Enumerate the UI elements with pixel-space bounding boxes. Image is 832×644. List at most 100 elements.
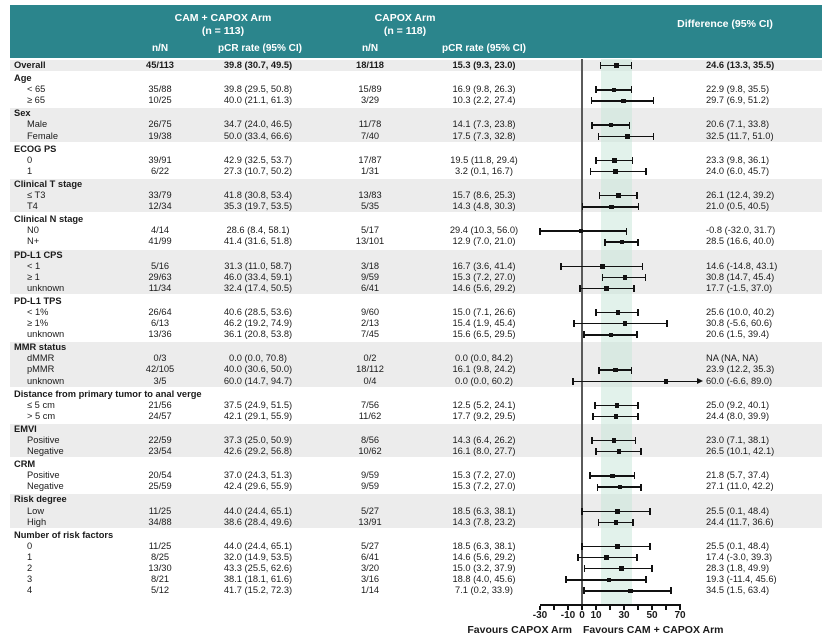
ci-cap-right bbox=[633, 284, 635, 292]
cell-difference: 30.8 (-5.6, 60.6) bbox=[706, 318, 773, 329]
subgroup-row: 3 8/21 38.1 (18.1, 61.6) 3/16 18.8 (4.0, 45.… bbox=[10, 574, 822, 585]
ci-point-marker bbox=[608, 122, 614, 128]
cell-arm2-pcr: 18.5 (6.3, 38.1) bbox=[452, 505, 516, 516]
cell-arm2-pcr: 29.4 (10.3, 56.0) bbox=[449, 225, 519, 236]
ci-cap-right bbox=[636, 554, 638, 562]
cell-arm1-pcr: 46.0 (33.4, 59.1) bbox=[223, 271, 293, 282]
cell-arm1-nN: 8/25 bbox=[150, 551, 170, 562]
subgroup-row: High 34/88 38.6 (28.4, 49.6) 13/91 14.3 (7.8… bbox=[10, 517, 822, 528]
ci-cap-left bbox=[594, 86, 597, 94]
cell-arm2-nN: 3/16 bbox=[360, 574, 380, 585]
cell-arm2-nN: 0/2 bbox=[363, 353, 377, 364]
subgroup-block: Clinical T stage ≤ T3 33/79 41.8 (30.8, 53.… bbox=[10, 178, 822, 213]
subgroup-row: Low 11/25 44.0 (24.4, 65.1) 5/27 18.5 (6.3, … bbox=[10, 506, 822, 517]
cell-arm2-pcr: 0.0 (0.0, 60.2) bbox=[455, 375, 513, 386]
subgroup-row: Positive 20/54 37.0 (24.3, 51.3) 9/59 15.3 (… bbox=[10, 470, 822, 481]
cell-arm2-nN: 15/89 bbox=[358, 84, 382, 95]
arm2-n: (n = 118) bbox=[383, 25, 427, 37]
ci-point-marker bbox=[619, 566, 624, 572]
cell-arm2-pcr: 17.5 (7.3, 32.8) bbox=[452, 130, 516, 141]
ci-point-marker bbox=[608, 332, 614, 338]
subgroup-row: Negative 23/54 42.6 (29.2, 56.8) 10/62 16.1 … bbox=[10, 446, 822, 457]
cell-difference: 21.0 (0.5, 40.5) bbox=[706, 201, 770, 212]
overall-block: Overall 45/113 39.8 (30.7, 49.5) 18/118 15.3… bbox=[10, 60, 822, 72]
arm1-header: CAM + CAPOX Arm (n = 113) bbox=[123, 12, 323, 38]
cell-difference: 24.4 (11.7, 36.6) bbox=[706, 516, 774, 527]
subgroup-row: < 1 5/16 31.3 (11.0, 58.7) 3/18 16.7 (3.6, 4… bbox=[10, 261, 822, 272]
row-label: T4 bbox=[27, 201, 38, 212]
ci-cap-right bbox=[645, 576, 647, 584]
cell-difference: 24.6 (13.3, 35.5) bbox=[706, 60, 775, 70]
cell-arm1-nN: 13/30 bbox=[148, 563, 172, 574]
ci-point-marker bbox=[628, 588, 633, 594]
ci-cap-right bbox=[648, 543, 651, 551]
axis-tick-label: 70 bbox=[674, 610, 686, 621]
group-header-row: PD-L1 TPS bbox=[10, 296, 822, 307]
cell-arm2-pcr: 15.4 (1.9, 45.4) bbox=[452, 318, 516, 329]
col-header-arm1-nN: n/N bbox=[151, 43, 169, 54]
row-label: EMVI bbox=[14, 423, 37, 434]
cell-arm1-nN: 13/36 bbox=[148, 329, 172, 340]
group-header-row: Sex bbox=[10, 108, 822, 119]
subgroup-block: Age < 65 35/88 39.8 (29.5, 50.8) 15/89 16.9 (… bbox=[10, 73, 822, 106]
cell-difference: 34.5 (1.5, 63.4) bbox=[706, 585, 770, 596]
cell-difference: 25.5 (0.1, 48.4) bbox=[706, 505, 770, 516]
cell-arm1-pcr: 40.6 (28.5, 53.6) bbox=[223, 306, 293, 317]
cell-arm2-pcr: 15.3 (7.2, 27.0) bbox=[452, 481, 516, 492]
ci-cap-right bbox=[645, 168, 647, 176]
ci-point-marker bbox=[621, 98, 626, 104]
ci-cap-right bbox=[644, 273, 647, 281]
cell-arm2-pcr: 16.9 (9.8, 26.3) bbox=[452, 84, 516, 95]
cell-arm1-pcr: 42.1 (29.1, 55.9) bbox=[223, 410, 293, 421]
subgroup-block: Distance from primary tumor to anal verg… bbox=[10, 389, 822, 422]
row-label: 3 bbox=[27, 574, 33, 585]
cell-arm1-nN: 5/16 bbox=[150, 260, 170, 271]
cell-arm2-pcr: 14.3 (4.8, 30.3) bbox=[452, 201, 516, 212]
cell-arm1-pcr: 36.1 (20.8, 53.8) bbox=[223, 329, 293, 340]
subgroup-row: ≤ 5 cm 21/56 37.5 (24.9, 51.5) 7/56 12.5 (5.… bbox=[10, 400, 822, 411]
cell-difference: 25.6 (10.0, 40.2) bbox=[706, 306, 775, 317]
cell-arm2-nN: 1/31 bbox=[360, 165, 380, 176]
row-label: ≥ 1 bbox=[27, 271, 40, 282]
cell-arm2-pcr: 14.6 (5.6, 29.2) bbox=[452, 551, 516, 562]
ci-cap-right bbox=[640, 483, 642, 491]
cell-arm1-pcr: 31.3 (11.0, 58.7) bbox=[224, 260, 292, 271]
cell-arm1-nN: 23/54 bbox=[148, 446, 172, 457]
group-header-row: Number of risk factors bbox=[10, 530, 822, 541]
cell-arm2-nN: 6/41 bbox=[360, 282, 380, 293]
group-header-row: EMVI bbox=[10, 424, 822, 435]
cell-arm1-pcr: 41.8 (30.8, 53.4) bbox=[223, 190, 293, 201]
cell-arm1-pcr: 34.7 (24.0, 46.5) bbox=[223, 119, 293, 130]
axis-tick-label: -10 bbox=[560, 610, 576, 621]
cell-arm2-pcr: 14.1 (7.3, 23.8) bbox=[452, 119, 516, 130]
cell-arm1-pcr: 44.0 (24.4, 65.1) bbox=[223, 540, 293, 551]
subgroup-row: unknown 11/34 32.4 (17.4, 50.5) 6/41 14.6 (5… bbox=[10, 283, 822, 294]
ci-cap-right bbox=[669, 587, 672, 595]
row-label: Number of risk factors bbox=[14, 529, 114, 540]
ci-cap-left bbox=[560, 262, 563, 270]
subgroup-block: PD-L1 CPS < 1 5/16 31.3 (11.0, 58.7) 3/18 16.… bbox=[10, 249, 822, 294]
ci-cap-right bbox=[636, 192, 638, 200]
cell-arm2-pcr: 15.6 (6.5, 29.5) bbox=[452, 329, 516, 340]
subgroup-row: > 5 cm 24/57 42.1 (29.1, 55.9) 11/62 17.7 (9… bbox=[10, 411, 822, 422]
ci-cap-left bbox=[539, 227, 541, 235]
ci-point-marker bbox=[614, 403, 620, 408]
cell-arm1-pcr: 0.0 (0.0, 70.8) bbox=[229, 353, 287, 364]
cell-arm1-nN: 6/13 bbox=[150, 318, 170, 329]
subgroup-row: T4 12/34 35.3 (19.7, 53.5) 5/35 14.3 (4.8, 3… bbox=[10, 201, 822, 212]
subgroup-row: dMMR 0/3 0.0 (0.0, 70.8) 0/2 0.0 (0.0, 84.2)… bbox=[10, 353, 822, 364]
cell-arm1-pcr: 60.0 (14.7, 94.7) bbox=[223, 375, 293, 386]
ci-cap-left bbox=[597, 518, 600, 526]
cell-arm2-nN: 8/56 bbox=[360, 435, 380, 445]
ci-point-marker bbox=[615, 310, 621, 315]
ci-point-marker bbox=[625, 133, 630, 139]
cell-arm2-pcr: 18.8 (4.0, 45.6) bbox=[452, 574, 516, 585]
cell-arm1-pcr: 40.0 (21.1, 61.3) bbox=[223, 95, 293, 106]
cell-difference: 14.6 (-14.8, 43.1) bbox=[706, 260, 778, 271]
cell-arm1-nN: 19/38 bbox=[148, 130, 172, 141]
ci-cap-right bbox=[630, 62, 633, 70]
cell-arm2-pcr: 12.9 (7.0, 21.0) bbox=[452, 236, 516, 247]
cell-arm2-nN: 10/62 bbox=[358, 446, 382, 457]
cell-arm2-pcr: 16.1 (8.0, 27.7) bbox=[452, 446, 516, 457]
subgroup-block: CRM Positive 20/54 37.0 (24.3, 51.3) 9/59 15.… bbox=[10, 459, 822, 492]
